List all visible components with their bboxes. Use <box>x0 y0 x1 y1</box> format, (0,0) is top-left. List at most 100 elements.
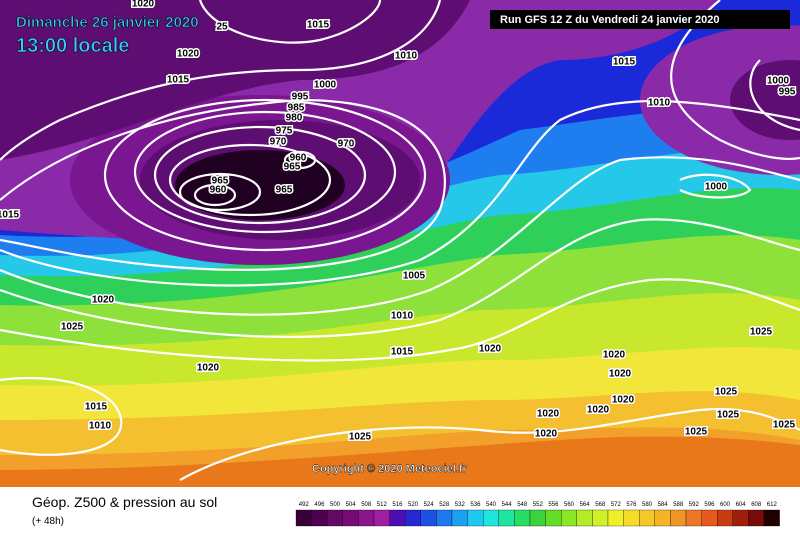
legend-tick-label: 608 <box>751 502 762 508</box>
footer-title: Géop. Z500 & pression au sol <box>32 494 217 510</box>
legend-tick-label: 612 <box>767 502 778 508</box>
legend-swatch <box>342 509 359 527</box>
legend-swatch <box>311 509 328 527</box>
isobar-label: 995 <box>779 87 796 98</box>
legend-tick-label: 540 <box>486 502 497 508</box>
legend-tick-label: 544 <box>502 502 513 508</box>
isobar-label: 965 <box>284 162 301 173</box>
legend-tick-label: 504 <box>346 502 357 508</box>
isobar-label: 1010 <box>391 311 414 322</box>
isobar-label: 1000 <box>314 80 337 91</box>
legend-tick-label: 508 <box>361 502 372 508</box>
isobar-label: 1010 <box>89 421 112 432</box>
isobar-label: 1015 <box>85 402 108 413</box>
color-legend: 492 496 500 504 508 512 516 520 524 528 532 536 540 5… <box>295 502 780 527</box>
legend-tick-label: 564 <box>580 502 591 508</box>
isobar-label: 1000 <box>705 182 728 193</box>
legend-swatch <box>467 509 484 527</box>
legend-swatch <box>295 509 312 527</box>
legend-tick-label: 528 <box>439 502 450 508</box>
isobar-label: 1025 <box>773 420 796 431</box>
legend-swatch <box>701 509 718 527</box>
legend-swatch <box>763 509 780 527</box>
isobar-label: 1015 <box>0 210 20 221</box>
legend-tick-label: 500 <box>330 502 341 508</box>
legend-swatch <box>389 509 406 527</box>
legend-tick-label: 532 <box>455 502 466 508</box>
legend-swatch <box>685 509 702 527</box>
legend-tick-label: 556 <box>548 502 559 508</box>
isobar-label: 985 <box>288 103 305 114</box>
legend-tick-label: 524 <box>424 502 435 508</box>
isobar-label: 970 <box>338 139 355 150</box>
isobar-label: 975 <box>276 126 293 137</box>
legend-swatch <box>514 509 531 527</box>
legend-swatch <box>498 509 515 527</box>
legend-swatch <box>327 509 343 527</box>
legend-swatch <box>483 509 499 527</box>
legend-tick-label: 580 <box>642 502 653 508</box>
isobar-label: 1015 <box>391 347 414 358</box>
legend-swatch <box>373 509 390 527</box>
isobar-label: 1020 <box>92 295 115 306</box>
isobar-label: 1020 <box>177 49 200 60</box>
legend-swatch <box>451 509 468 527</box>
legend-tick-label: 596 <box>704 502 715 508</box>
isobar-label: 1025 <box>715 387 738 398</box>
legend-swatch <box>358 509 375 527</box>
isobar-label: 1010 <box>648 98 671 109</box>
legend-tick-label: 588 <box>673 502 684 508</box>
isobar-label: 1020 <box>603 350 626 361</box>
isobar-label: 965 <box>212 176 229 187</box>
legend-swatch <box>545 509 562 527</box>
legend-tick-label: 560 <box>564 502 575 508</box>
isobar-label: 1025 <box>349 432 372 443</box>
run-info: Run GFS 12 Z du Vendredi 24 janvier 2020 <box>500 14 719 26</box>
legend-tick-label: 576 <box>626 502 637 508</box>
isobar-label: 1025 <box>750 327 773 338</box>
isobar-label: 1000 <box>767 76 790 87</box>
isobar-label: 960 <box>210 185 227 196</box>
isobar-label: 1020 <box>132 0 155 10</box>
legend-tick-label: 584 <box>658 502 669 508</box>
legend-swatch <box>748 509 765 527</box>
legend-tick-label: 568 <box>595 502 606 508</box>
legend-swatch <box>420 509 437 527</box>
footer-subtitle: (+ 48h) <box>32 516 64 527</box>
legend-swatch <box>732 509 749 527</box>
isobar-label: 1020 <box>587 405 610 416</box>
legend-tick-label: 492 <box>299 502 310 508</box>
isobars <box>0 0 800 481</box>
legend-swatch <box>436 509 453 527</box>
run-banner <box>490 10 790 29</box>
legend-swatch <box>717 509 733 527</box>
legend-tick-label: 600 <box>720 502 731 508</box>
forecast-date: Dimanche 26 janvier 2020 <box>16 14 199 31</box>
legend-swatch <box>670 509 687 527</box>
isobar-label: 1020 <box>609 369 632 380</box>
isobar-label: 1010 <box>395 51 418 62</box>
isobar-label: 965 <box>276 185 293 196</box>
isobar-label: 1020 <box>479 344 502 355</box>
isobar-label: 1020 <box>612 395 635 406</box>
legend-tick-label: 536 <box>470 502 481 508</box>
legend-tick-label: 604 <box>736 502 747 508</box>
legend-tick-label: 548 <box>517 502 528 508</box>
isobar-label: 1020 <box>537 409 560 420</box>
isobar-label: 1015 <box>613 57 636 68</box>
legend-swatch <box>592 509 609 527</box>
legend-swatch <box>405 509 421 527</box>
legend-tick-label: 516 <box>392 502 403 508</box>
isobar-label: 1015 <box>167 75 190 86</box>
legend-swatch <box>529 509 546 527</box>
legend-swatch <box>607 509 624 527</box>
forecast-time: 13:00 locale <box>16 35 129 57</box>
legend-tick-label: 496 <box>314 502 325 508</box>
isobar-label: 1025 <box>685 427 708 438</box>
isobar-label: 1025 <box>717 410 740 421</box>
isobar-label: 1020 <box>197 363 220 374</box>
legend-tick-label: 572 <box>611 502 622 508</box>
legend-swatch <box>639 509 655 527</box>
